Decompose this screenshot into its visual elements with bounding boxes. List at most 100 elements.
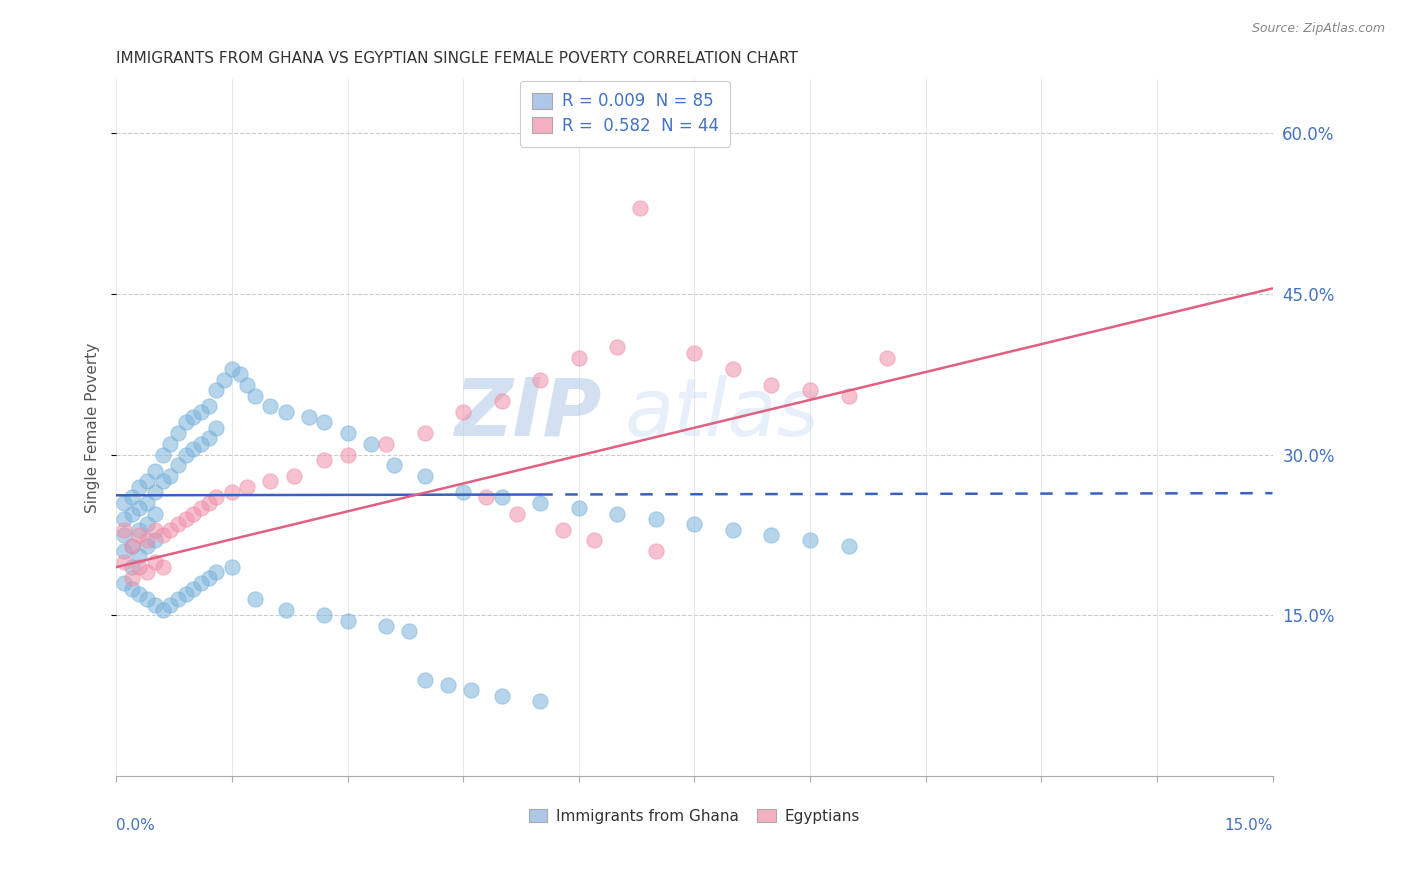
Point (259, 400, 281, 414)
Point (121, 539, 143, 553)
Point (112, 496, 135, 510)
Point (761, 377, 783, 392)
Point (112, 523, 135, 537)
Point (183, 507, 205, 521)
Point (475, 491, 498, 505)
Point (314, 608, 336, 623)
Point (152, 475, 174, 489)
Point (152, 528, 174, 542)
Point (136, 496, 159, 510)
Point (121, 491, 143, 505)
Point (136, 517, 159, 532)
Point (121, 571, 143, 585)
Point (121, 582, 143, 596)
Point (360, 437, 382, 451)
Point (197, 496, 219, 510)
Point (183, 582, 205, 596)
Point (491, 689, 513, 703)
Point (183, 442, 205, 457)
Point (451, 485, 474, 500)
Point (236, 377, 259, 392)
Point (136, 566, 159, 580)
Point (460, 683, 482, 698)
Point (283, 469, 305, 483)
Point (205, 421, 228, 435)
Point (197, 432, 219, 446)
Point (529, 694, 551, 708)
Point (205, 491, 228, 505)
Point (838, 539, 860, 553)
Point (159, 598, 181, 612)
Point (128, 501, 150, 516)
Point (243, 592, 266, 607)
Point (128, 523, 150, 537)
Point (413, 469, 436, 483)
Point (174, 416, 197, 430)
Point (221, 485, 243, 500)
Point (112, 528, 135, 542)
Text: 0.0%: 0.0% (117, 818, 155, 833)
Point (128, 560, 150, 574)
Point (197, 571, 219, 585)
Point (167, 517, 190, 532)
Point (190, 437, 212, 451)
Text: IMMIGRANTS FROM GHANA VS EGYPTIAN SINGLE FEMALE POVERTY CORRELATION CHART: IMMIGRANTS FROM GHANA VS EGYPTIAN SINGLE… (117, 51, 799, 66)
Point (112, 576, 135, 591)
Point (128, 587, 150, 601)
Point (221, 560, 243, 574)
Text: atlas: atlas (626, 375, 820, 453)
Point (121, 560, 143, 574)
Point (568, 501, 591, 516)
Point (529, 372, 551, 386)
Point (529, 496, 551, 510)
Point (174, 448, 197, 462)
Point (243, 389, 266, 403)
Point (128, 480, 150, 494)
Point (159, 437, 181, 451)
Point (136, 533, 159, 548)
Point (143, 598, 166, 612)
Point (644, 512, 666, 526)
Point (152, 603, 174, 617)
Point (259, 475, 281, 489)
Point (143, 555, 166, 569)
Point (336, 448, 359, 462)
Point (190, 405, 212, 419)
Point (721, 523, 744, 537)
Point (583, 533, 606, 548)
Point (436, 678, 458, 692)
Point (274, 603, 297, 617)
Point (413, 673, 436, 687)
Point (112, 555, 135, 569)
Point (336, 426, 359, 441)
Point (143, 464, 166, 478)
Point (205, 383, 228, 397)
Point (375, 437, 398, 451)
Point (553, 523, 575, 537)
Point (491, 394, 513, 409)
Point (375, 619, 398, 633)
Point (174, 587, 197, 601)
Point (761, 528, 783, 542)
Text: Source: ZipAtlas.com: Source: ZipAtlas.com (1251, 22, 1385, 36)
Point (121, 539, 143, 553)
Point (167, 592, 190, 607)
Point (799, 383, 821, 397)
Point (506, 507, 529, 521)
Point (451, 405, 474, 419)
Point (336, 614, 359, 628)
Point (721, 361, 744, 376)
Legend: Immigrants from Ghana, Egyptians: Immigrants from Ghana, Egyptians (522, 801, 868, 831)
Point (121, 507, 143, 521)
Point (683, 517, 706, 532)
Text: ZIP: ZIP (454, 375, 602, 453)
Point (274, 405, 297, 419)
Point (136, 475, 159, 489)
Point (136, 539, 159, 553)
Point (314, 453, 336, 467)
Point (159, 469, 181, 483)
Text: 15.0%: 15.0% (1225, 818, 1272, 833)
Point (413, 426, 436, 441)
Point (112, 544, 135, 558)
Point (136, 592, 159, 607)
